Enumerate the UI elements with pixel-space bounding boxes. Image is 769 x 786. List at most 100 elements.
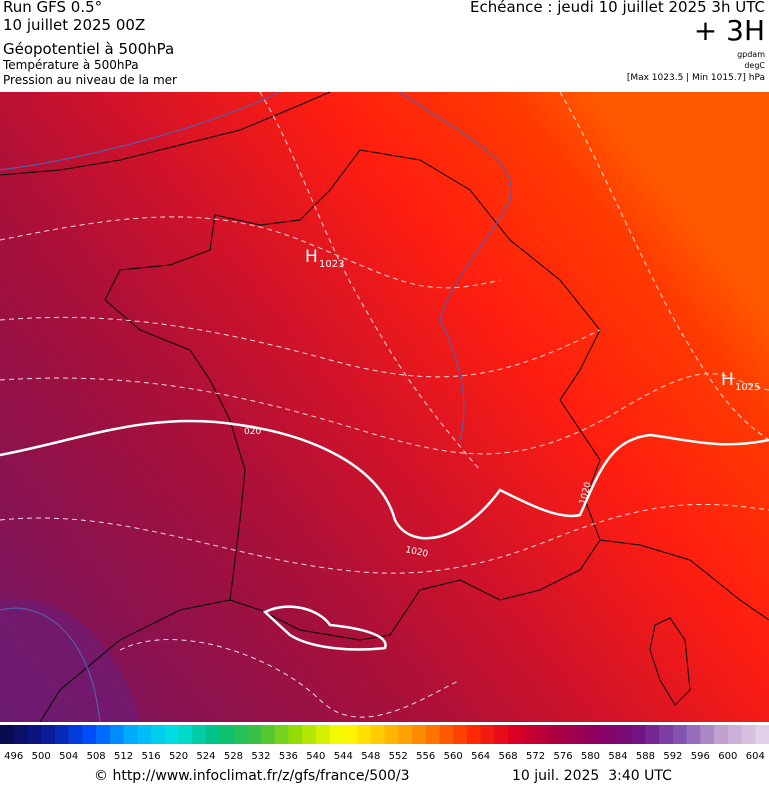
legend-swatch — [54, 725, 70, 744]
field-label: Pression au niveau de la mer — [3, 73, 177, 87]
isobar-label: 020 — [244, 427, 261, 437]
temperature-isolines — [0, 91, 512, 723]
legend-swatch — [82, 725, 97, 744]
legend-swatch — [96, 725, 111, 744]
legend-swatch — [123, 725, 138, 744]
legend-swatch — [68, 725, 83, 744]
legend-swatch — [178, 725, 193, 744]
legend-swatch — [686, 725, 701, 744]
color-legend: 496 500 504 508 512 516 520 524 528 532 536 540 544 5… — [0, 725, 769, 762]
legend-swatch — [302, 725, 317, 744]
legend-swatch — [27, 725, 42, 744]
field-label: Géopotentiel à 500hPa — [3, 40, 175, 58]
legend-swatch — [480, 725, 495, 744]
high-pressure: 1023 — [319, 259, 344, 270]
legend-swatch — [631, 725, 646, 744]
legend-swatch — [137, 725, 152, 744]
legend-label: 536 — [279, 751, 298, 762]
legend-swatch — [384, 725, 399, 744]
legend-label: 596 — [691, 751, 710, 762]
legend-swatch — [288, 725, 303, 744]
legend-swatch — [617, 725, 633, 744]
source-url: © http://www.infoclimat.fr/z/gfs/france/… — [94, 768, 410, 784]
geopotential-isolines — [0, 91, 769, 718]
legend-label: 496 — [4, 751, 23, 762]
legend-label: 528 — [224, 751, 243, 762]
legend-swatch — [672, 725, 688, 744]
legend-swatch — [755, 725, 769, 744]
legend-label: 520 — [169, 751, 188, 762]
legend-label: 552 — [389, 751, 408, 762]
legend-label: 516 — [142, 751, 161, 762]
legend-label: 556 — [416, 751, 435, 762]
legend-swatch — [151, 725, 166, 744]
legend-swatch — [535, 725, 550, 744]
legend-swatch — [398, 725, 413, 744]
coastlines — [0, 91, 769, 723]
legend-label: 532 — [251, 751, 270, 762]
isobar-label: 1020 — [404, 545, 429, 560]
map-background — [0, 92, 769, 722]
legend-swatch — [274, 725, 289, 744]
legend-label: 572 — [526, 751, 545, 762]
legend-swatch — [727, 725, 743, 744]
legend-swatch — [466, 725, 482, 744]
legend-label: 588 — [636, 751, 655, 762]
legend-swatch — [260, 725, 276, 744]
legend-label: 592 — [663, 751, 682, 762]
legend-swatch — [343, 725, 358, 744]
legend-swatch — [411, 725, 427, 744]
legend-swatch — [329, 725, 344, 744]
legend-swatch — [370, 725, 385, 744]
legend-label: 500 — [32, 751, 51, 762]
legend-label: 568 — [499, 751, 518, 762]
high-symbol: H — [721, 370, 734, 390]
legend-swatch — [453, 725, 468, 744]
legend-swatch — [741, 725, 756, 744]
legend-swatch — [494, 725, 509, 744]
run-date: 10 juillet 2025 00Z — [3, 16, 146, 34]
legend-label: 540 — [306, 751, 325, 762]
legend-label: 600 — [718, 751, 737, 762]
legend-swatch — [247, 725, 262, 744]
legend-label: 512 — [114, 751, 133, 762]
unit-label: degC — [744, 61, 765, 70]
legend-swatch — [0, 725, 15, 744]
field-label: Température à 500hPa — [3, 58, 139, 72]
legend-label: 524 — [196, 751, 215, 762]
legend-swatch — [439, 725, 454, 744]
legend-swatch — [604, 725, 619, 744]
forecast-step: + 3H — [693, 14, 765, 47]
high-symbol: H — [305, 247, 318, 267]
legend-swatch — [645, 725, 660, 744]
legend-swatch — [659, 725, 674, 744]
legend-swatch — [576, 725, 591, 744]
legend-label: 508 — [87, 751, 106, 762]
legend-swatch — [714, 725, 729, 744]
legend-swatch — [357, 725, 372, 744]
legend-swatch — [521, 725, 537, 744]
legend-swatch — [563, 725, 578, 744]
legend-swatch — [192, 725, 207, 744]
legend-swatch — [164, 725, 180, 744]
generated-time: 10 juil. 2025 3:40 UTC — [512, 768, 672, 784]
legend-swatch — [549, 725, 564, 744]
legend-swatch — [41, 725, 56, 744]
legend-label: 504 — [59, 751, 78, 762]
legend-swatch — [590, 725, 605, 744]
cold-area — [0, 598, 140, 722]
legend-label: 576 — [553, 751, 572, 762]
legend-swatch — [508, 725, 523, 744]
legend-label: 544 — [334, 751, 353, 762]
legend-swatch — [233, 725, 248, 744]
legend-swatch — [315, 725, 331, 744]
legend-label: 564 — [471, 751, 490, 762]
unit-label: gpdam — [737, 50, 765, 59]
legend-label: 604 — [746, 751, 765, 762]
run-title: Run GFS 0.5° — [3, 0, 103, 16]
legend-label: 584 — [608, 751, 627, 762]
legend-label: 548 — [361, 751, 380, 762]
